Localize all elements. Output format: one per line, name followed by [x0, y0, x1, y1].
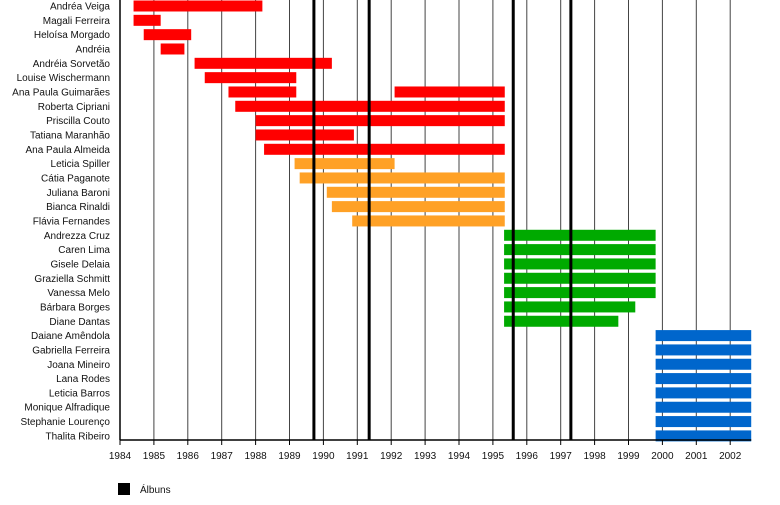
member-bar: [655, 387, 752, 399]
x-tick-label: 1989: [278, 451, 301, 462]
member-bar: [133, 14, 161, 26]
x-tick-label: 2001: [685, 451, 708, 462]
member-label: Louise Wischermann: [17, 73, 110, 84]
member-bar: [655, 430, 752, 442]
member-labels: Andréa Veiga Magali Ferreira Heloísa Morga…: [12, 2, 111, 443]
member-label: Daiane Amêndola: [31, 331, 110, 342]
member-label: Monique Alfradique: [24, 403, 110, 414]
member-bar: [228, 86, 297, 98]
member-bar: [133, 0, 263, 12]
x-axis: 1984 1985 1986 1987 1988 1989 1990 1991 1992 1993…: [109, 0, 752, 462]
member-label: Diane Dantas: [49, 317, 110, 328]
x-tick-label: 1985: [143, 451, 166, 462]
member-bar: [394, 86, 505, 98]
member-bar: [655, 344, 752, 356]
member-label: Tatiana Maranhão: [30, 130, 110, 141]
x-tick-label: 1998: [583, 451, 606, 462]
member-label: Roberta Cipriani: [38, 102, 110, 113]
x-tick-label: 1990: [312, 451, 335, 462]
x-tick-label: 1986: [177, 451, 200, 462]
member-label: Andréa Veiga: [50, 2, 110, 13]
member-bar: [655, 358, 752, 370]
x-tick-label: 1987: [211, 451, 234, 462]
member-label: Andréia Sorvetão: [33, 59, 111, 70]
member-label: Leticia Spiller: [51, 159, 111, 170]
x-tick-label: 1995: [482, 451, 505, 462]
member-bar: [255, 129, 354, 141]
member-label: Andréia: [76, 44, 111, 55]
member-bar: [655, 416, 752, 428]
member-label: Cátia Paganote: [41, 173, 110, 184]
member-label: Juliana Baroni: [47, 188, 110, 199]
member-label: Ana Paula Guimarães: [12, 87, 110, 98]
member-label: Bianca Rinaldi: [46, 202, 110, 213]
member-label: Ana Paula Almeida: [25, 145, 110, 156]
member-bar: [655, 401, 752, 413]
member-label: Joana Mineiro: [47, 360, 110, 371]
member-bar: [352, 215, 505, 227]
member-bar: [655, 373, 752, 385]
member-label: Heloísa Morgado: [34, 30, 111, 41]
member-bar: [294, 158, 395, 170]
member-bar: [299, 172, 505, 184]
member-bar: [504, 258, 656, 270]
x-tick-label: 1997: [550, 451, 573, 462]
member-bar: [143, 29, 192, 41]
legend-label-albums: Álbuns: [140, 483, 171, 496]
member-bar: [504, 272, 656, 284]
member-bar: [504, 229, 656, 241]
member-label: Gabriella Ferreira: [32, 345, 110, 356]
x-tick-label: 1996: [516, 451, 539, 462]
member-bar: [504, 244, 656, 256]
member-label: Magali Ferreira: [43, 16, 111, 27]
x-tick-label: 1999: [617, 451, 640, 462]
member-bar: [264, 143, 505, 155]
x-tick-label: 1993: [414, 451, 437, 462]
member-label: Thalita Ribeiro: [46, 431, 111, 442]
member-bars: [133, 0, 752, 442]
member-label: Andrezza Cruz: [44, 231, 110, 242]
member-bar: [204, 72, 297, 84]
member-label: Graziella Schmitt: [34, 274, 110, 285]
member-bar: [655, 330, 752, 342]
album-lines: [312, 0, 573, 440]
member-bar: [255, 115, 505, 127]
member-bar: [326, 186, 505, 198]
x-tick-label: 1984: [109, 451, 132, 462]
member-label: Flávia Fernandes: [33, 216, 110, 227]
member-bar: [331, 201, 505, 213]
member-label: Caren Lima: [58, 245, 110, 256]
member-bar: [504, 315, 619, 327]
member-label: Gisele Delaia: [51, 259, 111, 270]
legend-swatch-albums: [118, 483, 130, 495]
x-tick-label: 1988: [244, 451, 267, 462]
legend: Álbuns: [118, 483, 171, 496]
member-label: Vanessa Melo: [47, 288, 110, 299]
member-bar: [160, 43, 185, 55]
member-label: Priscilla Couto: [46, 116, 110, 127]
gridlines: [153, 0, 731, 440]
member-label: Stephanie Lourenço: [20, 417, 110, 428]
member-label: Lana Rodes: [56, 374, 110, 385]
x-tick-label: 2000: [651, 451, 674, 462]
x-tick-label: 1994: [448, 451, 471, 462]
member-label: Leticia Barros: [49, 388, 110, 399]
member-label: Bárbara Borges: [40, 302, 110, 313]
x-tick-label: 1992: [380, 451, 403, 462]
x-tick-label: 2002: [719, 451, 742, 462]
member-bar: [504, 287, 656, 299]
member-bar: [194, 57, 332, 69]
x-tick-label: 1991: [346, 451, 369, 462]
